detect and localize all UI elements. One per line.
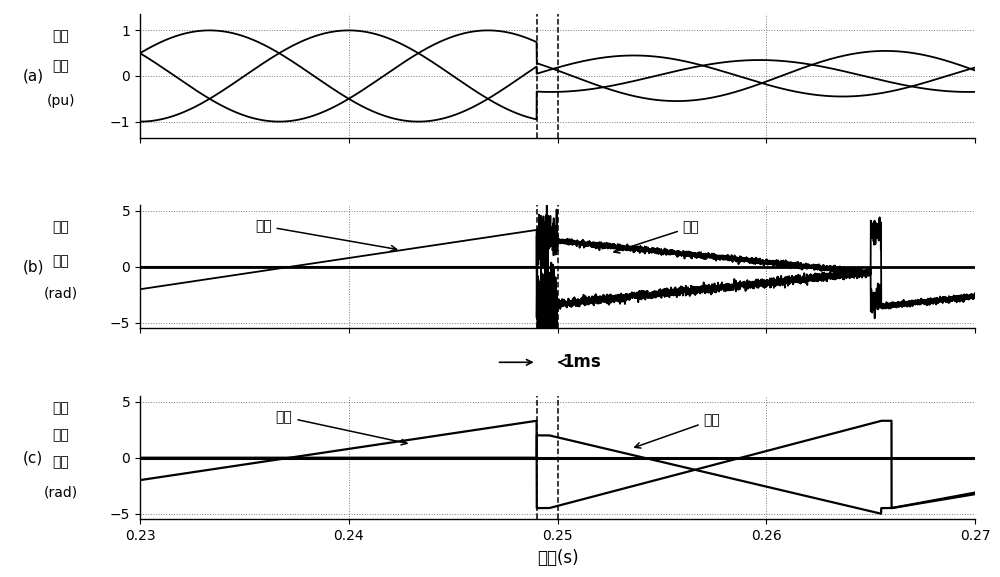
Text: 三相: 三相	[52, 29, 69, 44]
Text: 正序: 正序	[255, 219, 397, 251]
X-axis label: 时间(s): 时间(s)	[537, 549, 578, 567]
Text: 识别: 识别	[52, 220, 69, 234]
Text: 相位: 相位	[52, 254, 69, 268]
Text: (c): (c)	[23, 450, 43, 465]
Text: (b): (b)	[22, 260, 44, 274]
Text: 负序: 负序	[635, 413, 720, 448]
Text: 相位: 相位	[52, 456, 69, 470]
Text: 1ms: 1ms	[559, 353, 601, 371]
Text: 动态: 动态	[52, 402, 69, 415]
Text: (rad): (rad)	[44, 287, 78, 301]
Text: (pu): (pu)	[46, 93, 75, 108]
Text: 负序: 负序	[614, 220, 700, 253]
Text: 锁相: 锁相	[52, 429, 69, 443]
Text: 电压: 电压	[52, 59, 69, 73]
Text: (a): (a)	[23, 69, 44, 84]
Text: 正序: 正序	[276, 410, 407, 445]
Text: (rad): (rad)	[44, 485, 78, 499]
